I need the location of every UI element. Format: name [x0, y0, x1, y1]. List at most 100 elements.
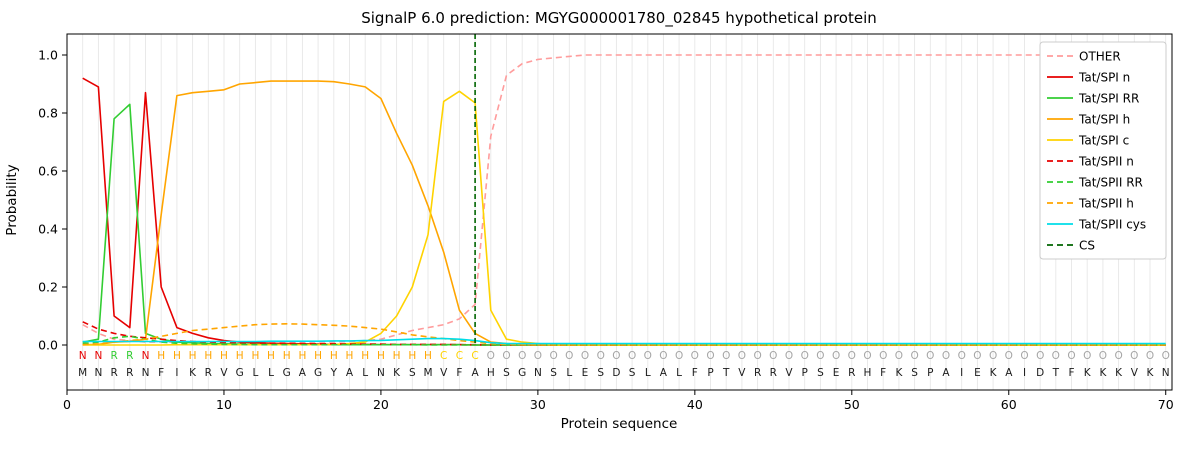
region-letter: O: [675, 350, 683, 362]
region-letter: O: [958, 350, 966, 362]
sequence-letter: P: [707, 367, 713, 379]
region-letter: H: [204, 350, 212, 362]
x-tick-label: 0: [63, 397, 71, 412]
sequence-letter: R: [205, 367, 212, 379]
series-line-tat-spii-cys: [82, 337, 1166, 345]
region-letter: N: [142, 350, 150, 362]
sequence-letter: L: [268, 367, 274, 379]
legend-item-label: Tat/SPI h: [1078, 113, 1130, 127]
sequence-letter: S: [503, 367, 510, 379]
region-letter: C: [471, 350, 478, 362]
sequence-letter: V: [785, 367, 793, 379]
series-lines: [82, 54, 1166, 346]
region-letter: H: [330, 350, 338, 362]
region-letter: O: [1162, 350, 1170, 362]
sequence-letter: N: [94, 367, 102, 379]
legend-item-label: Tat/SPII n: [1078, 155, 1134, 169]
sequence-letter: K: [1099, 367, 1107, 379]
region-letter: O: [1083, 350, 1091, 362]
region-letter: H: [283, 350, 291, 362]
sequence-letter: E: [582, 367, 589, 379]
region-letter: O: [785, 350, 793, 362]
sequence-letter: K: [189, 367, 197, 379]
y-tick-label: 0.4: [38, 222, 58, 237]
region-letter: H: [424, 350, 432, 362]
region-letter: O: [691, 350, 699, 362]
sequence-letter: M: [423, 367, 432, 379]
region-letter: O: [1130, 350, 1138, 362]
legend: OTHER Tat/SPI n Tat/SPI RR Tat/SPI h Tat/SPI…: [1039, 41, 1167, 260]
sequence-letter: N: [1162, 367, 1170, 379]
legend-item-label: Tat/SPI n: [1078, 71, 1130, 85]
region-letter: H: [236, 350, 244, 362]
region-letter: O: [1052, 350, 1060, 362]
region-letter: O: [722, 350, 730, 362]
region-letter: H: [157, 350, 165, 362]
sequence-letter: V: [220, 367, 228, 379]
sequence-letter: S: [911, 367, 918, 379]
sequence-letter: K: [1147, 367, 1155, 379]
region-letter: O: [816, 350, 824, 362]
sequence-letter: I: [960, 367, 963, 379]
sequence-letter: F: [158, 367, 164, 379]
region-letter: H: [408, 350, 416, 362]
region-letter: H: [267, 350, 275, 362]
sequence-letter: A: [299, 367, 307, 379]
sequence-letter: T: [722, 367, 730, 379]
sequence-letter: L: [252, 367, 258, 379]
x-tick-label: 50: [844, 397, 860, 412]
region-letter: O: [832, 350, 840, 362]
region-letter: O: [895, 350, 903, 362]
sequence-letter: P: [927, 367, 933, 379]
region-letter: O: [597, 350, 605, 362]
sequence-letter: G: [283, 367, 291, 379]
sequence-letter: F: [456, 367, 462, 379]
sequence-letter: M: [78, 367, 87, 379]
sequence-letter: K: [1084, 367, 1092, 379]
sequence-letter: H: [487, 367, 495, 379]
region-letter: H: [346, 350, 354, 362]
sequence-letter: G: [314, 367, 322, 379]
sequence-letter: A: [346, 367, 354, 379]
sequence-letter: R: [848, 367, 855, 379]
y-tick-label: 0.2: [38, 280, 58, 295]
region-letter: O: [1146, 350, 1154, 362]
sequence-letter: L: [362, 367, 368, 379]
region-letter: O: [612, 350, 620, 362]
sequence-letter: N: [534, 367, 542, 379]
region-letter: N: [94, 350, 102, 362]
chart-title: SignalP 6.0 prediction: MGYG000001780_02…: [361, 9, 877, 28]
sequence-letter: N: [142, 367, 150, 379]
region-letter: H: [189, 350, 197, 362]
legend-item-label: OTHER: [1079, 50, 1121, 64]
region-letter: O: [989, 350, 997, 362]
sequence-letter: S: [817, 367, 824, 379]
y-tick-label: 0.0: [38, 338, 58, 353]
region-letter: O: [848, 350, 856, 362]
sequence-letter: A: [472, 367, 480, 379]
series-line-other: [82, 54, 1166, 343]
region-letter: O: [644, 350, 652, 362]
sequence-letter: Y: [330, 367, 338, 379]
region-letter: H: [251, 350, 259, 362]
sequence-letter: K: [895, 367, 903, 379]
grid-lines: [82, 34, 1167, 390]
legend-item-label: Tat/SPII cys: [1078, 218, 1146, 232]
x-axis-label: Protein sequence: [561, 416, 678, 432]
sequence-letter: A: [942, 367, 950, 379]
region-letter: O: [534, 350, 542, 362]
region-letter: O: [1020, 350, 1028, 362]
sequence-letter: D: [612, 367, 620, 379]
sequence-letter: E: [974, 367, 981, 379]
plot-border: [66, 33, 1173, 391]
sequence-letter: S: [550, 367, 557, 379]
sequence-letter: L: [676, 367, 682, 379]
region-letter: R: [126, 350, 133, 362]
x-tick-label: 70: [1158, 397, 1174, 412]
legend-item-label: Tat/SPII RR: [1078, 176, 1143, 190]
y-tick-label: 0.8: [38, 106, 58, 121]
region-letter: H: [393, 350, 401, 362]
region-letter: O: [502, 350, 510, 362]
